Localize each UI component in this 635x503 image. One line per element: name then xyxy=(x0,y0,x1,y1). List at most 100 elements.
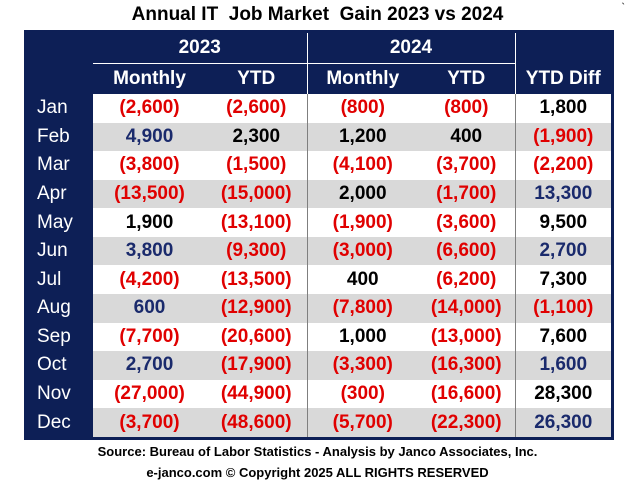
cell-monthly-2023: (7,700) xyxy=(93,322,206,352)
cell-ytd-diff: 28,300 xyxy=(514,379,611,409)
cell-ytd-diff: 1,600 xyxy=(514,351,611,380)
column-header-ytd-2023: YTD xyxy=(206,63,307,94)
column-header-monthly-2023: Monthly xyxy=(93,63,206,94)
cell-ytd-2023: 2,300 xyxy=(206,122,307,152)
row-label-sep: Sep xyxy=(27,322,93,352)
table-row: May 1,900 (13,100) (1,900) (3,600) 9,500 xyxy=(27,208,611,237)
cell-ytd-2023: (48,600) xyxy=(206,408,307,437)
row-label-aug: Aug xyxy=(27,294,93,323)
cell-ytd-2024: (6,200) xyxy=(418,265,515,295)
table-body: Jan (2,600) (2,600) (800) (800) 1,800 Feb 4,900… xyxy=(27,94,611,437)
cell-ytd-2024: (1,700) xyxy=(418,179,515,209)
cell-monthly-2024: 1,000 xyxy=(306,322,418,352)
row-label-apr: Apr xyxy=(27,179,93,209)
cell-ytd-diff: 7,300 xyxy=(514,265,611,295)
cell-ytd-diff: (1,100) xyxy=(514,294,611,323)
cell-ytd-2024: (800) xyxy=(418,94,515,123)
cell-monthly-2023: 1,900 xyxy=(93,208,206,237)
cell-monthly-2023: 600 xyxy=(93,294,206,323)
month-column-header xyxy=(27,63,93,94)
job-gain-table: 2023 2024 Monthly YTD Monthly YTD YTD Di… xyxy=(27,33,611,437)
table-row: Jan (2,600) (2,600) (800) (800) 1,800 xyxy=(27,94,611,123)
cell-ytd-2024: (16,600) xyxy=(418,379,515,409)
table-row: Aug 600 (12,900) (7,800) (14,000) (1,100) xyxy=(27,294,611,323)
row-label-jan: Jan xyxy=(27,94,93,123)
cell-ytd-diff: (2,200) xyxy=(514,151,611,180)
cell-ytd-2023: (9,300) xyxy=(206,236,307,266)
cell-ytd-2024: 400 xyxy=(418,122,515,152)
cell-monthly-2024: (300) xyxy=(306,379,418,409)
cell-ytd-diff: 7,600 xyxy=(514,322,611,352)
table-row: Apr (13,500) (15,000) 2,000 (1,700) 13,300 xyxy=(27,179,611,209)
cell-ytd-2023: (44,900) xyxy=(206,379,307,409)
cell-ytd-2024: (16,300) xyxy=(418,351,515,380)
year-header-row: 2023 2024 xyxy=(27,33,611,64)
cell-monthly-2023: 2,700 xyxy=(93,351,206,380)
table-row: Mar (3,800) (1,500) (4,100) (3,700) (2,200) xyxy=(27,151,611,180)
row-label-jun: Jun xyxy=(27,236,93,266)
job-gain-table-container: 2023 2024 Monthly YTD Monthly YTD YTD Di… xyxy=(24,30,614,440)
source-note: Source: Bureau of Labor Statistics - Ana… xyxy=(97,444,538,459)
cell-monthly-2023: 4,900 xyxy=(93,122,206,152)
table-row: Sep (7,700) (20,600) 1,000 (13,000) 7,600 xyxy=(27,322,611,352)
cell-ytd-2024: (3,700) xyxy=(418,151,515,180)
row-label-oct: Oct xyxy=(27,351,93,380)
cell-ytd-2023: (13,100) xyxy=(206,208,307,237)
row-label-may: May xyxy=(27,208,93,237)
cell-ytd-2023: (2,600) xyxy=(206,94,307,123)
cell-monthly-2024: (3,300) xyxy=(306,351,418,380)
row-label-jul: Jul xyxy=(27,265,93,295)
table-row: Nov (27,000) (44,900) (300) (16,600) 28,300 xyxy=(27,379,611,409)
column-header-monthly-2024: Monthly xyxy=(306,63,418,94)
cell-monthly-2024: 1,200 xyxy=(306,122,418,152)
cell-ytd-2023: (15,000) xyxy=(206,179,307,209)
cell-ytd-diff: 2,700 xyxy=(514,236,611,266)
table-row: Oct 2,700 (17,900) (3,300) (16,300) 1,600 xyxy=(27,351,611,380)
cell-monthly-2024: (7,800) xyxy=(306,294,418,323)
cell-monthly-2024: 2,000 xyxy=(306,179,418,209)
cell-monthly-2023: (3,800) xyxy=(93,151,206,180)
cell-monthly-2024: (3,000) xyxy=(306,236,418,266)
cell-ytd-2023: (12,900) xyxy=(206,294,307,323)
cell-ytd-2024: (13,000) xyxy=(418,322,515,352)
cell-monthly-2024: (5,700) xyxy=(306,408,418,437)
cell-ytd-2024: (3,600) xyxy=(418,208,515,237)
year-header-2024: 2024 xyxy=(306,33,515,64)
cell-ytd-2024: (14,000) xyxy=(418,294,515,323)
cell-monthly-2024: 400 xyxy=(306,265,418,295)
cell-ytd-2024: (6,600) xyxy=(418,236,515,266)
corner-header-cell xyxy=(27,33,93,64)
cell-monthly-2024: (800) xyxy=(306,94,418,123)
cell-ytd-2024: (22,300) xyxy=(418,408,515,437)
cell-monthly-2024: (1,900) xyxy=(306,208,418,237)
row-label-feb: Feb xyxy=(27,122,93,152)
cell-monthly-2023: (2,600) xyxy=(93,94,206,123)
cell-ytd-diff: 9,500 xyxy=(514,208,611,237)
cell-monthly-2023: 3,800 xyxy=(93,236,206,266)
table-row: Jun 3,800 (9,300) (3,000) (6,600) 2,700 xyxy=(27,236,611,266)
cell-monthly-2023: (13,500) xyxy=(93,179,206,209)
cell-ytd-2023: (17,900) xyxy=(206,351,307,380)
table-row: Jul (4,200) (13,500) 400 (6,200) 7,300 xyxy=(27,265,611,295)
cell-ytd-diff: (1,900) xyxy=(514,122,611,152)
column-header-ytd-diff: YTD Diff xyxy=(514,63,611,94)
row-label-mar: Mar xyxy=(27,151,93,180)
column-header-row: Monthly YTD Monthly YTD YTD Diff xyxy=(27,63,611,94)
cell-ytd-diff: 13,300 xyxy=(514,179,611,209)
diff-group-header xyxy=(514,33,611,64)
chart-title: Annual IT Job Market Gain 2023 vs 2024 xyxy=(131,4,504,25)
row-label-dec: Dec xyxy=(27,408,93,437)
cell-ytd-diff: 26,300 xyxy=(514,408,611,437)
cell-monthly-2023: (3,700) xyxy=(93,408,206,437)
cell-monthly-2024: (4,100) xyxy=(306,151,418,180)
year-header-2023: 2023 xyxy=(93,33,307,64)
copyright-note: e-janco.com © Copyright 2025 ALL RIGHTS … xyxy=(146,465,489,480)
cell-ytd-2023: (13,500) xyxy=(206,265,307,295)
corner-mark: ` xyxy=(621,2,625,14)
cell-ytd-2023: (1,500) xyxy=(206,151,307,180)
row-label-nov: Nov xyxy=(27,379,93,409)
table-row: Dec (3,700) (48,600) (5,700) (22,300) 26,300 xyxy=(27,408,611,437)
cell-monthly-2023: (27,000) xyxy=(93,379,206,409)
cell-ytd-diff: 1,800 xyxy=(514,94,611,123)
cell-ytd-2023: (20,600) xyxy=(206,322,307,352)
